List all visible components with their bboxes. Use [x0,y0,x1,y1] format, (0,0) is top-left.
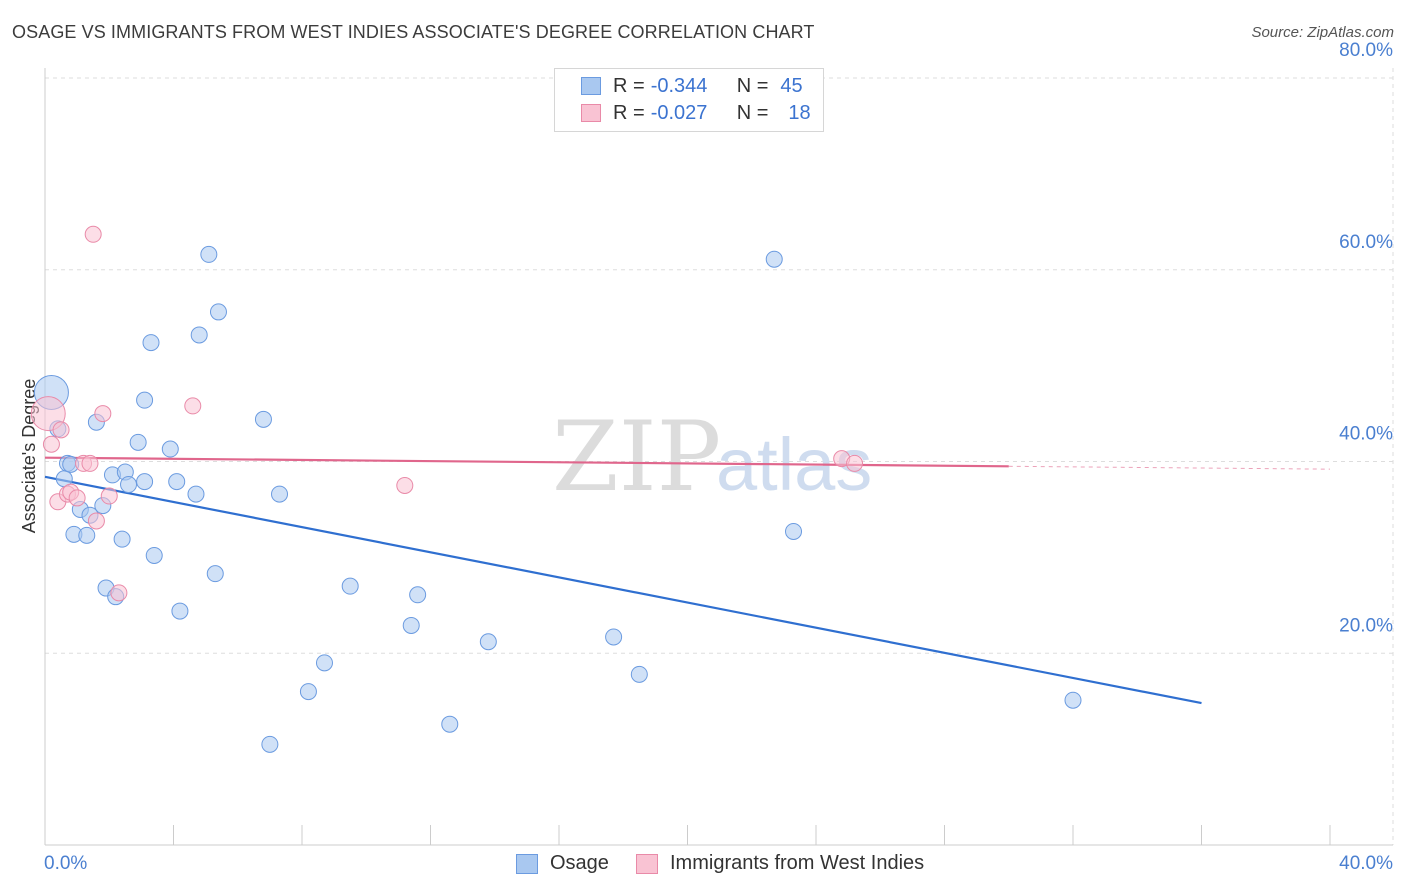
stats-legend: R = -0.344 N = 45 R = -0.027 N = 18 [554,68,824,132]
data-point-osage [78,526,96,544]
data-point-west-indies [68,489,86,507]
gridlines [45,68,1394,845]
legend-n-value-west-indies: 18 [788,101,811,124]
data-point-west-indies [84,225,102,243]
data-point-osage [161,440,179,458]
x-tick-label: 0.0% [44,853,87,874]
data-point-osage [254,410,272,428]
data-points [30,225,1082,753]
data-point-osage [1064,691,1082,709]
y-tick-label: 20.0% [1339,615,1393,636]
legend-r-value-osage: -0.344 [650,74,708,97]
legend-swatch-west-indies [581,104,601,122]
data-point-west-indies [87,512,105,530]
data-point-osage [190,326,208,344]
data-point-osage [271,485,289,503]
chart-title: OSAGE VS IMMIGRANTS FROM WEST INDIES ASS… [12,22,815,42]
legend-item-west-indies[interactable]: Immigrants from West Indies [636,852,924,875]
data-point-west-indies [846,454,864,472]
data-point-osage [341,577,359,595]
legend-r-label: R = [613,74,645,97]
data-point-osage [136,391,154,409]
y-tick-label: 60.0% [1339,232,1393,253]
data-point-osage [299,683,317,701]
data-point-osage [785,522,803,540]
legend-n-label: N = [736,101,769,124]
data-point-west-indies [110,584,128,602]
legend-item-osage[interactable]: Osage [516,852,609,875]
data-point-west-indies [81,454,99,472]
data-point-osage [171,602,189,620]
legend-row-west-indies: R = -0.027 N = 18 [581,100,811,126]
series-legend: Osage Immigrants from West Indies [0,852,1406,878]
source-label: Source: ZipAtlas.com [1251,24,1394,41]
legend-swatch-west-indies [636,853,658,874]
data-point-osage [187,485,205,503]
data-point-osage [129,433,147,451]
legend-r-label: R = [613,101,645,124]
data-point-osage [145,546,163,564]
trend-line-osage [44,475,1202,705]
axes [44,68,1393,846]
data-point-osage [479,633,497,651]
data-point-west-indies [52,421,70,439]
legend-n-value-osage: 45 [780,74,803,97]
y-tick-label: 80.0% [1339,40,1393,61]
watermark-zip: ZIP [552,401,721,513]
data-point-osage [605,628,623,646]
data-point-west-indies [30,396,66,432]
data-point-osage [136,473,154,491]
trend-line-west-indies-extension [1008,465,1331,470]
watermark: ZIP atlas [552,401,872,513]
x-tick-label: 40.0% [1339,853,1393,874]
legend-label-osage: Osage [550,852,609,874]
data-point-osage [206,565,224,583]
legend-label-west-indies: Immigrants from West Indies [670,852,925,874]
y-tick-label: 40.0% [1339,424,1393,445]
data-point-osage [142,334,160,352]
data-point-west-indies [94,405,112,423]
data-point-osage [168,473,186,491]
data-point-osage [261,735,279,753]
data-point-west-indies [396,476,414,494]
data-point-osage [402,616,420,634]
data-point-osage [200,245,218,263]
data-point-osage [765,250,783,268]
data-point-west-indies [42,435,60,453]
legend-row-osage: R = -0.344 N = 45 [581,73,803,99]
data-point-osage [120,476,138,494]
data-point-osage [441,715,459,733]
data-point-osage [409,586,427,604]
data-point-osage [209,303,227,321]
tick-labels: 20.0% 40.0% 60.0% 80.0% 0.0% 40.0% [44,40,1393,874]
data-point-west-indies [184,397,202,415]
legend-n-label: N = [736,74,769,97]
data-point-osage [315,654,333,672]
data-point-west-indies [100,487,118,505]
data-point-osage [630,665,648,683]
legend-swatch-osage [581,77,601,95]
data-point-osage [113,530,131,548]
legend-r-value-west-indies: -0.027 [650,101,708,124]
legend-swatch-osage [516,853,538,874]
